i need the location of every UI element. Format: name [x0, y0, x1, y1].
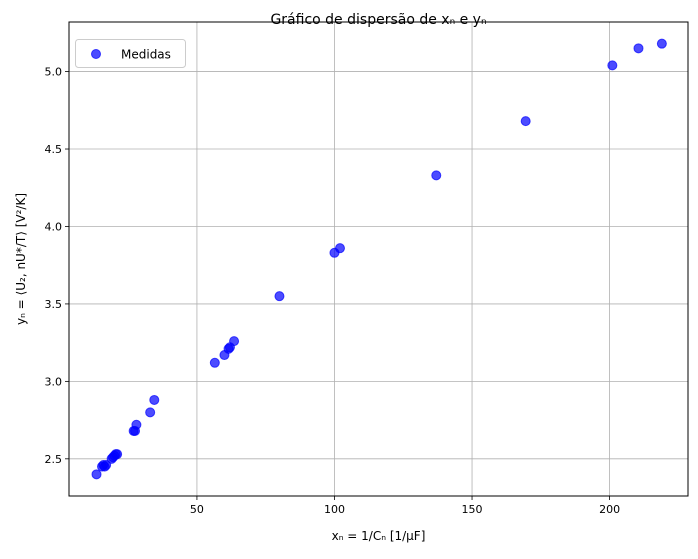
data-point — [91, 469, 102, 480]
x-tick-label: 100 — [324, 503, 345, 516]
plot-frame — [68, 21, 689, 497]
data-point — [431, 170, 442, 181]
data-point — [112, 449, 123, 460]
data-point — [131, 419, 142, 430]
data-point — [145, 407, 156, 418]
data-point — [274, 291, 285, 302]
data-point — [229, 336, 240, 347]
y-tick-label: 3.5 — [45, 298, 63, 311]
axis-ticks: 50 100 150 200 2.5 3.0 3.5 4.0 4.5 5.0 — [45, 66, 621, 516]
y-axis-label: yₙ = ⟨U₂, nU*/T⟩ [V²/K] — [14, 193, 28, 325]
data-point — [101, 460, 112, 471]
legend: Medidas — [75, 39, 186, 68]
data-point — [209, 357, 220, 368]
x-tick-label: 150 — [462, 503, 483, 516]
y-tick-label: 2.5 — [45, 453, 63, 466]
x-tick-label: 200 — [599, 503, 620, 516]
data-point — [607, 60, 618, 71]
grid — [69, 22, 688, 496]
legend-label: Medidas — [121, 48, 171, 62]
chart-title: Gráfico de dispersão de xₙ e yₙ — [270, 12, 486, 28]
legend-box — [75, 39, 186, 68]
legend-marker — [91, 49, 101, 59]
y-tick-label: 5.0 — [45, 66, 63, 79]
y-tick-label: 4.5 — [45, 143, 63, 156]
data-point — [656, 38, 667, 49]
x-axis-label: xₙ = 1/Cₙ [1/μF] — [332, 529, 426, 543]
y-tick-label: 3.0 — [45, 375, 63, 388]
data-point — [520, 116, 531, 127]
data-point — [633, 43, 644, 54]
y-tick-label: 4.0 — [45, 220, 63, 233]
data-points — [91, 38, 667, 480]
data-point — [334, 243, 345, 254]
x-tick-label: 50 — [190, 503, 204, 516]
data-point — [149, 394, 160, 405]
